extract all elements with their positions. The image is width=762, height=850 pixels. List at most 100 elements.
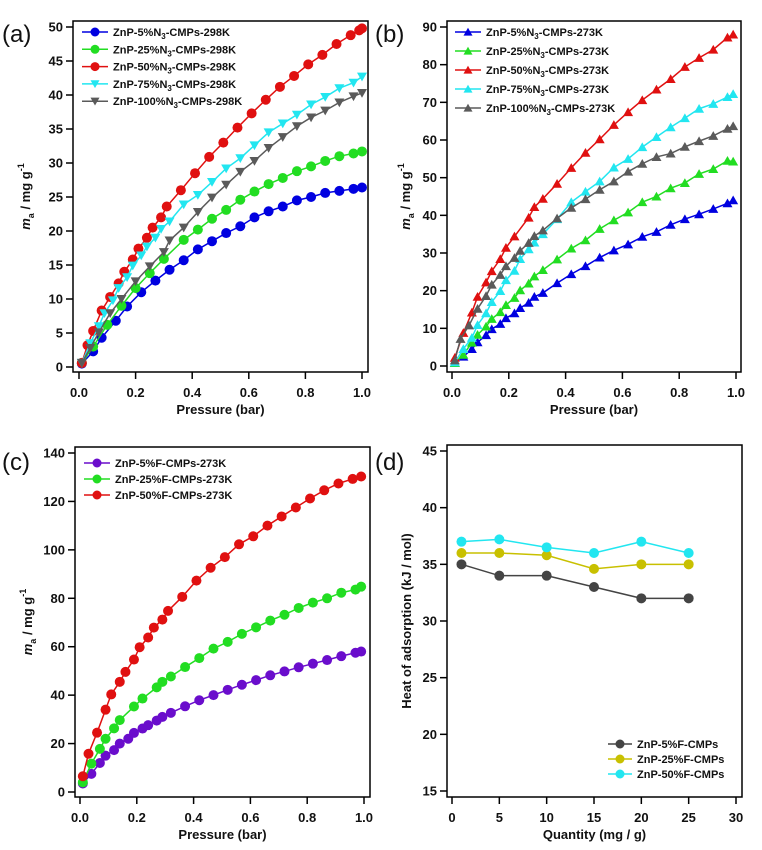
legend-marker <box>615 754 625 764</box>
data-point <box>122 273 133 282</box>
data-point <box>113 284 124 293</box>
data-point <box>683 548 694 558</box>
data-point <box>274 81 285 92</box>
data-point <box>320 93 331 102</box>
data-point <box>529 202 540 212</box>
x-tick-label: 30 <box>729 810 743 825</box>
legend-label: ZnP-25%F-CMPs <box>637 754 724 766</box>
data-point <box>500 300 511 309</box>
data-point <box>455 334 466 343</box>
data-point <box>481 321 492 331</box>
y-axis-title-var: m <box>18 218 33 230</box>
data-point <box>141 242 152 252</box>
x-tick-label: 0.2 <box>128 810 146 825</box>
data-point <box>143 720 154 731</box>
data-point <box>205 562 216 573</box>
y-tick-label: 20 <box>51 736 65 751</box>
legend-label-main: ZnP-25%N <box>113 44 167 56</box>
legend-item: ZnP-5%N3-CMPs-298K <box>82 27 230 41</box>
series-line <box>82 585 362 783</box>
data-point <box>194 653 205 664</box>
data-point <box>164 264 175 275</box>
legend-item: ZnP-50%N3-CMPs-298K <box>82 62 236 76</box>
panel-b: (b) 0 10 20 30 40 50 60 70 80 90 0.0 0.2 0.4 0.6 0.8 1.0… <box>375 20 745 418</box>
data-point <box>207 193 218 203</box>
data-point <box>552 213 563 223</box>
legend-label-rest: -CMPs-298K <box>172 44 236 56</box>
data-point <box>320 106 331 116</box>
data-point <box>263 128 274 138</box>
legend-label-sub: 3 <box>547 108 552 117</box>
y-tick-label: 45 <box>423 444 437 459</box>
legend-label-sub: 3 <box>167 49 172 58</box>
data-point <box>236 679 247 690</box>
legend-marker <box>615 739 625 749</box>
series-line <box>454 199 734 364</box>
x-tick-label: 0.0 <box>71 810 89 825</box>
data-point <box>537 194 548 203</box>
legend-marker <box>463 84 473 93</box>
data-point <box>136 251 147 261</box>
data-point <box>481 277 492 287</box>
y-tick-label: 40 <box>49 88 63 103</box>
series-line <box>454 33 734 358</box>
data-point <box>357 72 367 82</box>
data-point <box>537 288 548 297</box>
data-point <box>251 622 262 633</box>
data-point <box>594 224 605 233</box>
data-point <box>207 213 218 224</box>
series-line <box>81 186 363 365</box>
data-point <box>291 122 302 132</box>
data-point <box>541 570 552 581</box>
data-point <box>251 675 262 686</box>
data-point <box>221 180 232 190</box>
data-point <box>219 552 230 563</box>
x-tick-label: 0.6 <box>241 810 259 825</box>
data-point <box>464 320 475 330</box>
data-point <box>515 303 526 312</box>
data-point <box>665 183 676 193</box>
data-point <box>235 167 246 177</box>
series-ZnP-25%N3-CMPs-298K <box>76 146 367 368</box>
data-point <box>263 179 274 190</box>
x-tick-label: 0.2 <box>500 385 518 400</box>
data-point <box>651 227 662 236</box>
legend-label-rest: -CMPs-298K <box>178 96 242 108</box>
y-tick-label: 0 <box>58 785 65 800</box>
legend-label: ZnP-75%N3-CMPs-273K <box>486 84 609 98</box>
legend-label-rest: -CMPs-273K <box>545 65 609 77</box>
data-point <box>100 750 111 761</box>
data-point <box>177 591 188 602</box>
legend-label-sub: 3 <box>540 89 545 98</box>
series-ZnP-50%N3-CMPs-298K <box>76 23 367 368</box>
y-axis-title-var: m <box>398 218 413 230</box>
y-tick-label: 15 <box>423 784 437 799</box>
data-point <box>276 511 287 522</box>
data-point <box>263 206 274 217</box>
data-point <box>494 534 505 545</box>
data-point <box>246 108 257 119</box>
y-tick-label: 80 <box>51 591 65 606</box>
data-point <box>636 559 647 570</box>
data-point <box>236 628 247 639</box>
legend-marker <box>90 44 100 54</box>
data-point <box>651 84 662 94</box>
y-axis-title-sup: -1 <box>396 163 406 171</box>
data-point <box>608 162 619 172</box>
data-point <box>708 44 719 54</box>
panel-c: (c) 0 20 40 60 80 100 120 140 0.0 0.2 0.4 0.6 0.8 1.0 P… <box>2 446 373 843</box>
data-point <box>249 186 260 197</box>
data-point <box>458 328 469 337</box>
data-point <box>178 223 189 233</box>
x-tick-label: 0.8 <box>298 810 316 825</box>
legend-item: ZnP-100%N3-CMPs-298K <box>82 96 242 110</box>
legend-label: ZnP-25%N3-CMPs-298K <box>113 44 236 58</box>
data-point <box>158 248 169 257</box>
legend-label-main: ZnP-100%N <box>113 96 174 108</box>
data-point <box>608 120 619 129</box>
legend-label-main: ZnP-75%N <box>486 84 540 96</box>
data-point <box>93 322 104 331</box>
data-point <box>110 315 121 326</box>
legend-label-main: ZnP-5%F-CMPs <box>637 739 718 751</box>
